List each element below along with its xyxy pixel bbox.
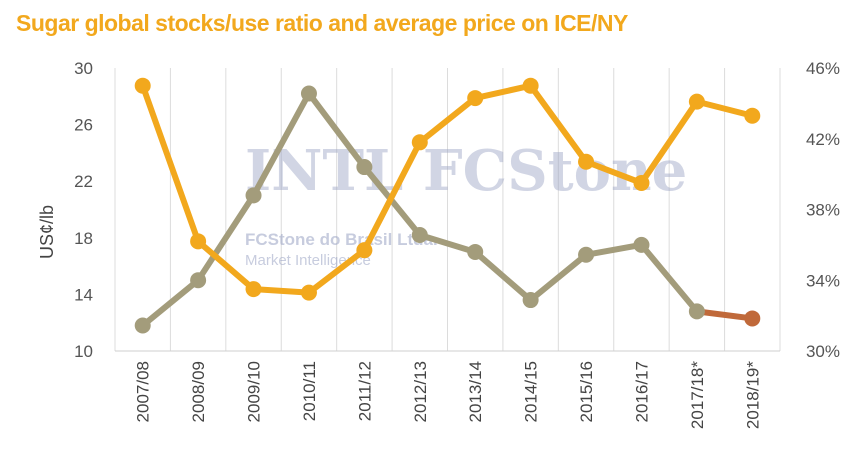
watermark-company: FCStone do Brasil Ltda. [245, 230, 438, 249]
y2-tick-label: 34% [806, 271, 840, 290]
data-point [245, 281, 262, 298]
data-point [356, 242, 373, 259]
y-tick-label: 26 [74, 116, 93, 135]
y-tick-label: 18 [74, 229, 93, 248]
data-point [356, 159, 373, 176]
series-line [139, 82, 756, 296]
y-tick-label: 30 [74, 59, 93, 78]
y-axis-label: US¢/lb [37, 205, 57, 259]
data-point [300, 284, 317, 301]
data-point [190, 272, 207, 289]
grid-lines [114, 68, 781, 352]
y2-tick-label: 46% [806, 59, 840, 78]
data-point [633, 236, 650, 253]
data-point [578, 153, 595, 170]
data-point [578, 246, 595, 263]
y-tick-label: 22 [74, 172, 93, 191]
data-point [467, 243, 484, 260]
x-tick-label: 2007/08 [134, 361, 153, 422]
x-tick-label: 2018/19* [743, 361, 762, 429]
data-point [522, 77, 539, 94]
x-tick-label: 2011/12 [355, 361, 374, 421]
x-tick-label: 2008/09 [189, 361, 208, 422]
x-tick-label: 2014/15 [522, 361, 541, 422]
data-point [411, 134, 428, 151]
watermark-department: Market Intelligence [245, 252, 371, 269]
y-tick-label: 10 [74, 342, 93, 361]
data-point [688, 93, 705, 110]
data-point [134, 77, 151, 94]
x-tick-label: 2016/17 [632, 361, 651, 422]
y-tick-label: 14 [74, 285, 93, 304]
x-tick-label: 2013/14 [466, 361, 485, 422]
data-point [522, 292, 539, 309]
data-point [688, 303, 705, 320]
data-point [467, 90, 484, 107]
data-point [245, 187, 262, 204]
data-point [134, 317, 151, 334]
data-point [411, 226, 428, 243]
axes: 30 26 22 18 14 10 46% 42% 38% 34% 30% 2007/08 2008/0… [74, 59, 840, 429]
series-forecast-line [693, 308, 756, 322]
data-point [633, 174, 650, 191]
x-tick-label: 2015/16 [577, 361, 596, 422]
y2-tick-label: 38% [806, 201, 840, 220]
watermark-logo: INTL FCStone [245, 138, 687, 204]
x-tick-label: 2017/18* [688, 361, 707, 429]
x-tick-label: 2009/10 [245, 361, 264, 422]
x-tick-label: 2012/13 [411, 361, 430, 422]
data-point [190, 233, 207, 250]
data-point [300, 85, 317, 102]
x-tick-label: 2010/11 [300, 361, 319, 421]
data-point [744, 107, 761, 124]
y2-tick-label: 30% [806, 342, 840, 361]
data-point [744, 310, 761, 327]
series-layer [134, 77, 761, 334]
chart-title: Sugar global stocks/use ratio and averag… [16, 10, 628, 36]
y2-tick-label: 42% [806, 130, 840, 149]
